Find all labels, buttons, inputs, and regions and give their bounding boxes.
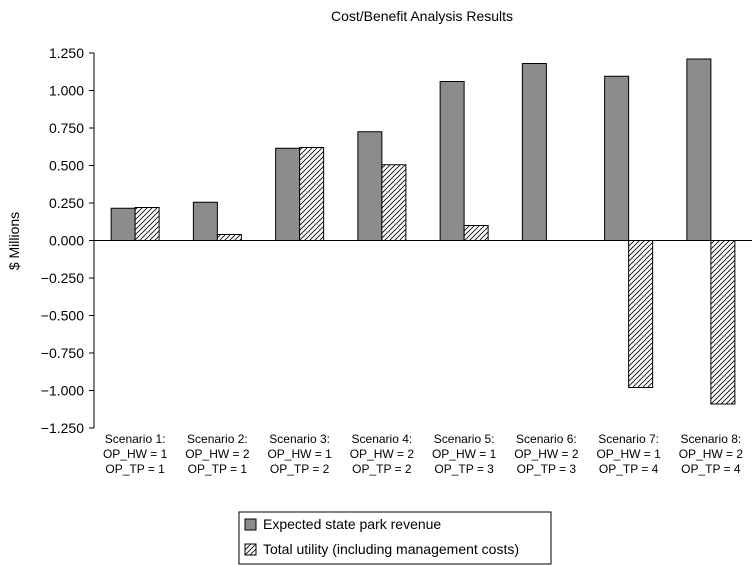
bar-utility [381, 164, 407, 241]
y-tick-label: 0.500 [49, 158, 84, 174]
legend-swatch-utility [244, 543, 257, 556]
bars [110, 58, 736, 405]
bar-utility [216, 234, 242, 241]
bar-revenue [604, 75, 630, 241]
y-tick-label: −0.500 [41, 308, 84, 324]
x-category-label: Scenario 6: OP_HW = 2 OP_TP = 3 [514, 432, 579, 476]
x-axis-categories: Scenario 1: OP_HW = 1 OP_TP = 1 Scenario 2:… [103, 432, 743, 476]
x-category-label: Scenario 8: OP_HW = 2 OP_TP = 4 [679, 432, 744, 476]
y-tick-label: −1.250 [41, 420, 84, 436]
bar-revenue [439, 81, 465, 241]
y-tick-label: 0.750 [49, 120, 84, 136]
y-tick-label: 0.000 [49, 233, 84, 249]
bar-utility [463, 225, 489, 241]
y-tick-label: −0.750 [41, 345, 84, 361]
y-tick-label: −1.000 [41, 383, 84, 399]
x-category-label: Scenario 5: OP_HW = 1 OP_TP = 3 [432, 432, 497, 476]
bar-utility [299, 147, 325, 241]
bar-revenue [275, 147, 301, 241]
bar-utility [134, 207, 160, 241]
legend-swatch-revenue [244, 518, 257, 531]
legend-box [238, 511, 552, 565]
bar-revenue [686, 58, 712, 241]
y-tick-label: −0.250 [41, 270, 84, 286]
x-category-label: Scenario 4: OP_HW = 2 OP_TP = 2 [350, 432, 415, 476]
legend-label-utility: Total utility (including management cost… [263, 541, 519, 557]
y-tick-label: 1.250 [49, 45, 84, 61]
y-tick-label: 1.000 [49, 83, 84, 99]
x-category-label: Scenario 2: OP_HW = 2 OP_TP = 1 [185, 432, 250, 476]
bar-revenue [110, 207, 136, 241]
y-axis-label: $ Millions [6, 212, 22, 270]
bar-revenue [357, 131, 383, 241]
legend: Expected state park revenue Total utilit… [238, 511, 552, 565]
bar-revenue [521, 63, 547, 241]
bar-utility [710, 240, 736, 405]
x-category-label: Scenario 1: OP_HW = 1 OP_TP = 1 [103, 432, 168, 476]
y-tick-label: 0.250 [49, 195, 84, 211]
chart-title: Cost/Benefit Analysis Results [331, 8, 513, 24]
x-category-label: Scenario 7: OP_HW = 1 OP_TP = 4 [596, 432, 661, 476]
bar-utility [628, 240, 654, 388]
legend-label-revenue: Expected state park revenue [263, 516, 441, 532]
x-category-label: Scenario 3: OP_HW = 1 OP_TP = 2 [267, 432, 332, 476]
bar-revenue [192, 201, 218, 241]
